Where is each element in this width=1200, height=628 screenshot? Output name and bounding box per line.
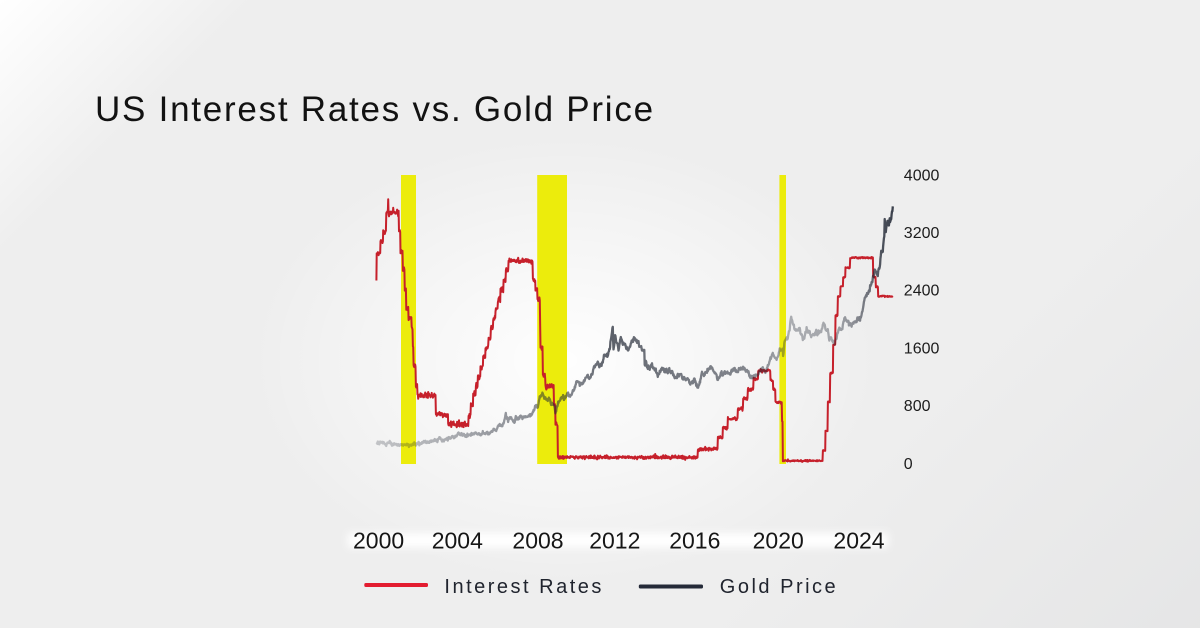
svg-text:2020: 2020 xyxy=(753,528,804,554)
svg-text:0: 0 xyxy=(904,456,913,473)
svg-text:2016: 2016 xyxy=(669,528,720,554)
svg-text:2400: 2400 xyxy=(904,283,940,300)
svg-text:2004: 2004 xyxy=(432,528,483,554)
svg-text:Gold Price: Gold Price xyxy=(720,576,838,598)
svg-text:2012: 2012 xyxy=(589,528,640,554)
svg-text:2000: 2000 xyxy=(353,528,404,554)
svg-text:Interest Rates: Interest Rates xyxy=(444,576,604,598)
svg-text:3200: 3200 xyxy=(904,225,940,242)
svg-text:2024: 2024 xyxy=(833,528,884,554)
svg-text:800: 800 xyxy=(904,398,931,415)
svg-text:US Interest Rates vs. Gold Pri: US Interest Rates vs. Gold Price xyxy=(95,90,655,129)
svg-text:4000: 4000 xyxy=(904,167,940,184)
svg-text:1600: 1600 xyxy=(904,340,940,357)
svg-text:2008: 2008 xyxy=(512,528,563,554)
